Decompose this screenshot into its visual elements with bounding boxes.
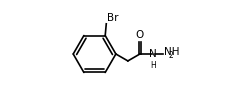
Text: 2: 2: [168, 51, 173, 60]
Text: Br: Br: [107, 13, 118, 23]
Text: NH: NH: [164, 47, 179, 57]
Text: H: H: [150, 61, 156, 70]
Text: N: N: [149, 49, 156, 59]
Text: O: O: [136, 30, 144, 40]
